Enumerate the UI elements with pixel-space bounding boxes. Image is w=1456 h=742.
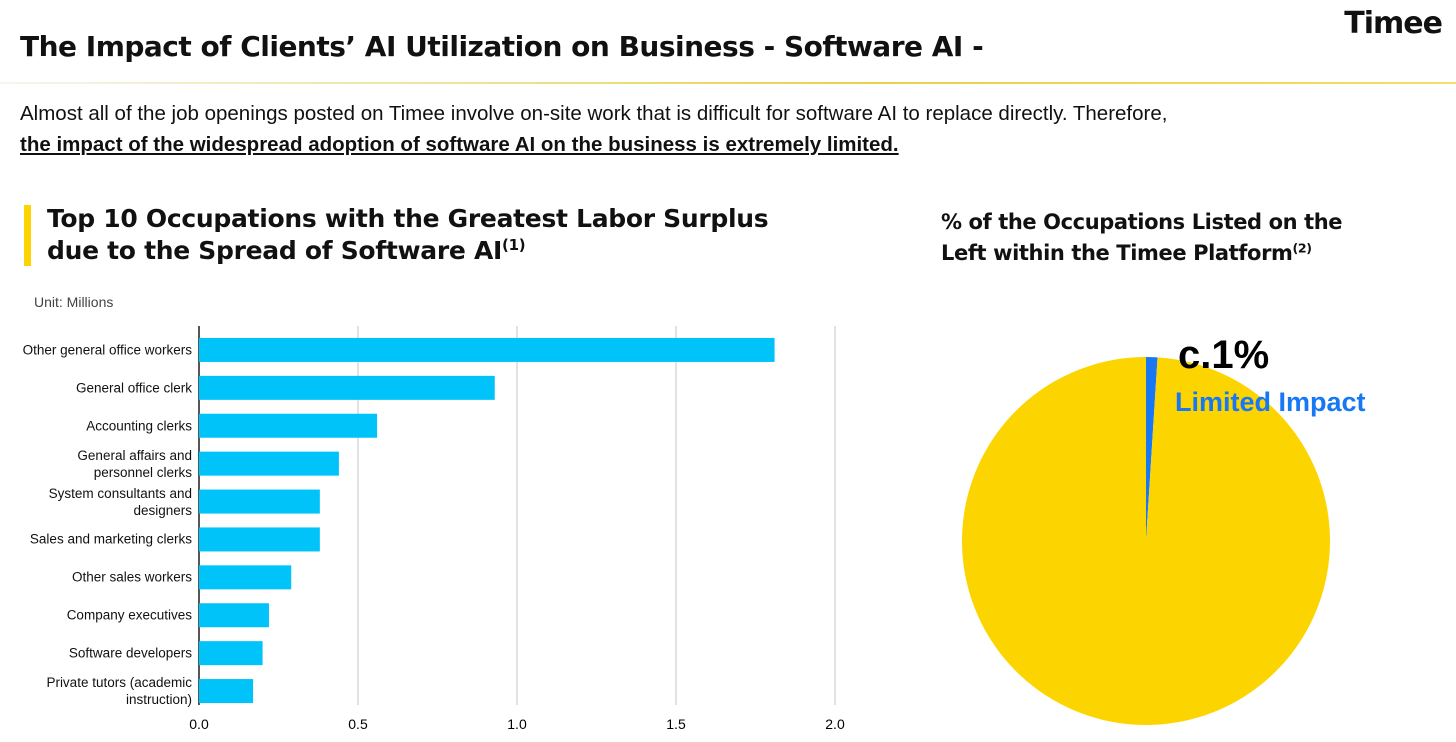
category-label: Other sales workers xyxy=(71,569,192,585)
category-label: Company executives xyxy=(66,607,192,623)
category-label: Private tutors (academic instruction) xyxy=(46,675,192,708)
logo: Timee xyxy=(1344,6,1443,41)
x-tick-label: 1.0 xyxy=(507,716,527,732)
bar xyxy=(199,641,263,666)
x-tick-label: 2.0 xyxy=(825,716,845,732)
x-tick-label: 0.5 xyxy=(348,716,368,732)
category-label: Accounting clerks xyxy=(86,418,192,434)
bar xyxy=(199,527,320,552)
bar xyxy=(199,413,378,438)
bar xyxy=(199,375,495,400)
lead-emphasis: the impact of the widespread adoption of… xyxy=(20,133,899,156)
category-label: Sales and marketing clerks xyxy=(29,531,192,547)
bar xyxy=(199,565,292,590)
bar xyxy=(199,337,775,362)
category-label: General office clerk xyxy=(75,380,192,396)
pie-slice xyxy=(961,357,1330,725)
header-rule xyxy=(0,82,1456,84)
unit-label: Unit: Millions xyxy=(34,294,114,310)
pie-slice xyxy=(1146,357,1158,541)
lead-text: Almost all of the job openings posted on… xyxy=(20,102,1168,125)
category-label: System consultants and designers xyxy=(48,485,192,518)
x-tick-label: 1.5 xyxy=(666,716,686,732)
bar xyxy=(199,679,254,704)
slide-title: The Impact of Clients’ AI Utilization on… xyxy=(20,30,984,63)
bar xyxy=(199,603,269,628)
value-label: c.1% xyxy=(1178,333,1269,377)
bar-chart-title: Top 10 Occupations with the Greatest Lab… xyxy=(47,203,807,267)
bar xyxy=(199,451,339,476)
footnote-ref: (1) xyxy=(502,236,526,254)
bar xyxy=(199,489,320,514)
pie-chart-title: % of the Occupations Listed on the Left … xyxy=(941,207,1371,269)
category-label: Other general office workers xyxy=(22,342,192,358)
category-label: Software developers xyxy=(68,645,192,661)
category-label: General affairs and personnel clerks xyxy=(77,447,192,480)
x-tick-label: 0.0 xyxy=(189,716,209,732)
footnote-ref: (2) xyxy=(1292,240,1312,256)
title-text: Top 10 Occupations with the Greatest Lab… xyxy=(47,204,769,265)
title-text: % of the Occupations Listed on the Left … xyxy=(941,210,1343,265)
title-accent xyxy=(24,205,31,266)
annotation: Limited Impact xyxy=(1175,387,1366,417)
